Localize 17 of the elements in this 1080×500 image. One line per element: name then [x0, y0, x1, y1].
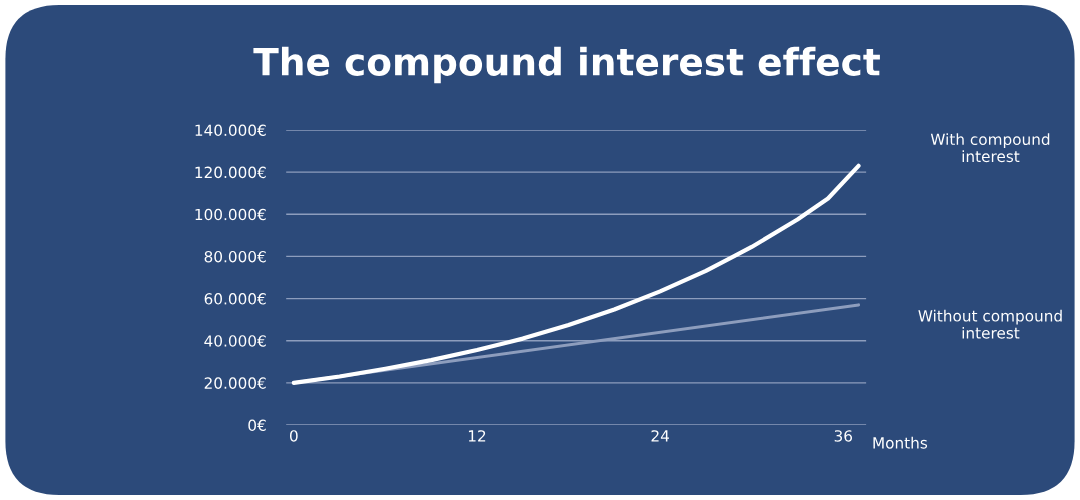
text: With compound interest [930, 133, 1050, 163]
x-tick-label: 12 [468, 430, 486, 442]
x-tick-label: 24 [651, 430, 669, 442]
y-tick-label: 20.000€ [204, 377, 266, 389]
x-tick-label: 36 [834, 430, 853, 442]
y-tick-label: 80.000€ [204, 250, 266, 263]
y-tick-label: 140.000€ [195, 124, 266, 137]
line-series [291, 163, 861, 385]
chart-title: The compound interest effect [253, 46, 880, 84]
y-tick-label: 100.000€ [195, 208, 266, 221]
text: Without compound interest [918, 309, 1062, 339]
y-tick-label: 0€ [248, 419, 266, 432]
y-tick-label: 60.000€ [204, 293, 266, 305]
y-tick-label: 40.000€ [204, 335, 266, 347]
y-tick-label: 120.000€ [195, 166, 266, 179]
x-axis-title: Months [873, 436, 928, 449]
x-tick-label: 0 [289, 430, 298, 442]
